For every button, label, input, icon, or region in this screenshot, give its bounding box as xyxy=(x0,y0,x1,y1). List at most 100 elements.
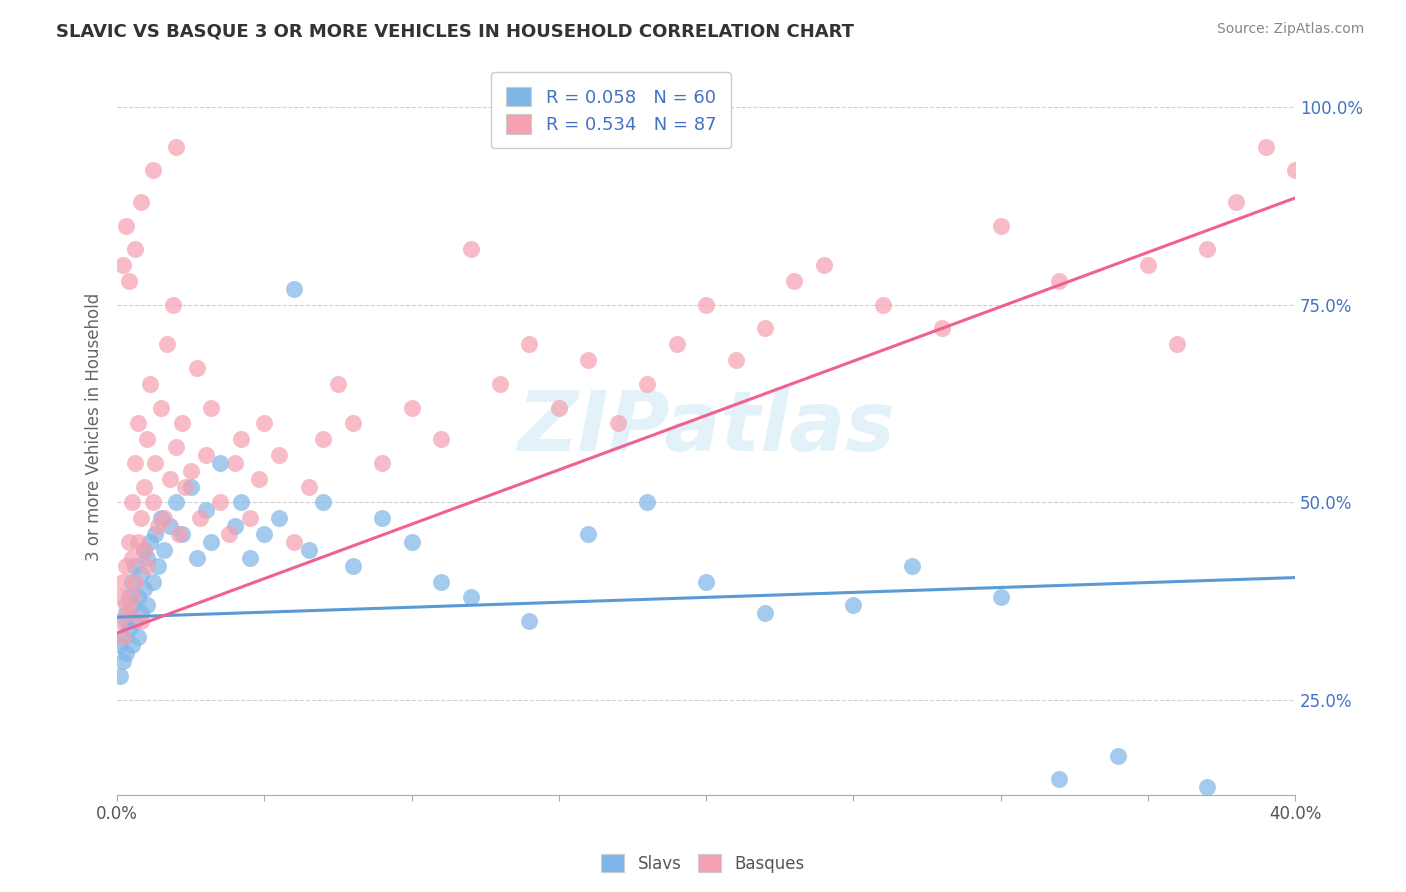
Point xyxy=(218,527,240,541)
Point xyxy=(118,622,141,636)
Point xyxy=(180,480,202,494)
Point xyxy=(115,606,138,620)
Point xyxy=(283,282,305,296)
Point xyxy=(153,511,176,525)
Point xyxy=(115,558,138,573)
Point xyxy=(754,321,776,335)
Legend: Slavs, Basques: Slavs, Basques xyxy=(595,847,811,880)
Point xyxy=(112,630,135,644)
Point xyxy=(115,646,138,660)
Point xyxy=(269,448,291,462)
Point xyxy=(460,243,482,257)
Point xyxy=(170,527,193,541)
Point xyxy=(239,550,262,565)
Point xyxy=(167,527,190,541)
Point xyxy=(194,448,217,462)
Point xyxy=(200,401,222,415)
Point xyxy=(872,298,894,312)
Point xyxy=(132,542,155,557)
Point xyxy=(165,139,187,153)
Point xyxy=(129,614,152,628)
Point xyxy=(283,535,305,549)
Point xyxy=(636,376,658,391)
Point xyxy=(132,480,155,494)
Point xyxy=(112,258,135,272)
Point xyxy=(990,219,1012,233)
Point xyxy=(159,519,181,533)
Point xyxy=(931,321,953,335)
Point xyxy=(145,527,167,541)
Point xyxy=(121,574,143,589)
Point xyxy=(1049,274,1071,288)
Point xyxy=(159,472,181,486)
Point xyxy=(127,535,149,549)
Point xyxy=(141,163,163,178)
Point xyxy=(606,417,628,431)
Point xyxy=(135,550,157,565)
Point xyxy=(135,599,157,613)
Point xyxy=(229,495,252,509)
Point xyxy=(239,511,262,525)
Point xyxy=(112,654,135,668)
Point xyxy=(813,258,835,272)
Point xyxy=(118,535,141,549)
Point xyxy=(1195,243,1218,257)
Point xyxy=(141,574,163,589)
Point xyxy=(153,542,176,557)
Point xyxy=(186,361,208,376)
Point xyxy=(224,519,246,533)
Point xyxy=(1049,772,1071,787)
Point xyxy=(342,417,364,431)
Text: SLAVIC VS BASQUE 3 OR MORE VEHICLES IN HOUSEHOLD CORRELATION CHART: SLAVIC VS BASQUE 3 OR MORE VEHICLES IN H… xyxy=(56,22,855,40)
Point xyxy=(150,401,173,415)
Point xyxy=(247,472,270,486)
Point xyxy=(576,527,599,541)
Point xyxy=(326,376,349,391)
Point xyxy=(371,456,394,470)
Point xyxy=(401,401,423,415)
Point xyxy=(665,337,688,351)
Point xyxy=(519,614,541,628)
Point xyxy=(754,606,776,620)
Point xyxy=(141,495,163,509)
Text: Source: ZipAtlas.com: Source: ZipAtlas.com xyxy=(1216,22,1364,37)
Point xyxy=(489,376,512,391)
Point xyxy=(519,337,541,351)
Point xyxy=(174,480,197,494)
Point xyxy=(901,558,924,573)
Point xyxy=(132,582,155,597)
Point xyxy=(1195,780,1218,794)
Point xyxy=(129,511,152,525)
Point xyxy=(1313,274,1336,288)
Point xyxy=(118,606,141,620)
Point xyxy=(186,550,208,565)
Point xyxy=(121,638,143,652)
Point xyxy=(148,519,170,533)
Point xyxy=(1136,258,1159,272)
Point xyxy=(124,558,146,573)
Point xyxy=(138,376,160,391)
Point xyxy=(121,550,143,565)
Point xyxy=(129,606,152,620)
Point xyxy=(115,614,138,628)
Point xyxy=(145,456,167,470)
Point xyxy=(135,558,157,573)
Point xyxy=(118,274,141,288)
Point xyxy=(138,535,160,549)
Point xyxy=(194,503,217,517)
Point xyxy=(724,353,747,368)
Point xyxy=(127,630,149,644)
Point xyxy=(1254,139,1277,153)
Point xyxy=(127,417,149,431)
Point xyxy=(156,337,179,351)
Legend: R = 0.058   N = 60, R = 0.534   N = 87: R = 0.058 N = 60, R = 0.534 N = 87 xyxy=(491,72,731,148)
Point xyxy=(1166,337,1188,351)
Point xyxy=(165,495,187,509)
Point xyxy=(401,535,423,549)
Point xyxy=(170,417,193,431)
Point xyxy=(127,591,149,605)
Point xyxy=(229,432,252,446)
Point xyxy=(842,599,865,613)
Point xyxy=(162,298,184,312)
Point xyxy=(115,599,138,613)
